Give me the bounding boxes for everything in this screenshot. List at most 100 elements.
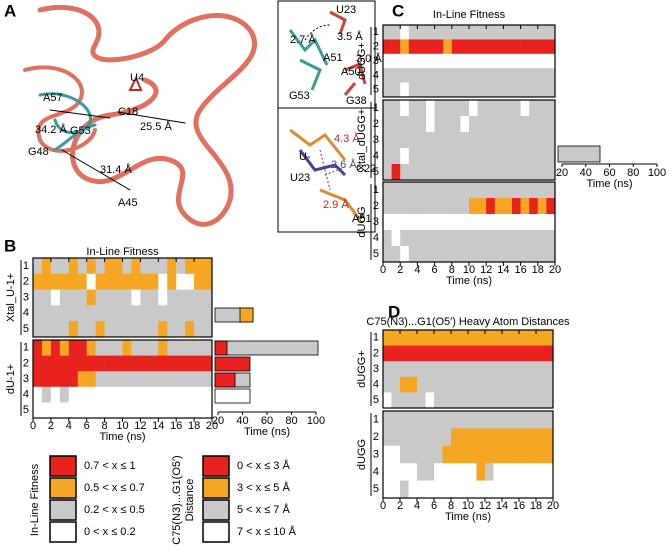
heatmap-cell <box>494 214 504 231</box>
heatmap-cell <box>185 305 195 322</box>
heatmap-cell <box>468 392 477 409</box>
heatmap-cell <box>131 305 141 322</box>
heatmap-cell <box>104 258 114 275</box>
heatmap-cell <box>434 53 444 69</box>
heatmap-cell <box>476 445 486 464</box>
heatmap-cell <box>486 230 496 247</box>
heatmap-cell <box>33 402 43 419</box>
heatmap-cell <box>494 53 504 69</box>
block-label: dUGG+ <box>356 42 368 80</box>
heatmap-cell <box>149 289 159 306</box>
heatmap-cell <box>529 164 539 181</box>
heatmap-cell <box>425 330 435 346</box>
heatmap-cell <box>476 361 486 378</box>
x-tick-label: 6 <box>84 420 90 432</box>
heatmap-cell <box>503 148 513 165</box>
heatmap-cell <box>443 116 453 133</box>
heatmap-cell <box>417 361 426 378</box>
heatmap-cell <box>512 116 521 133</box>
heatmap-cell <box>194 321 204 338</box>
heatmap-cell <box>167 355 177 372</box>
panel-label: A <box>4 1 16 20</box>
inset-label: 2.6 Å <box>331 158 357 171</box>
heatmap-cell <box>131 355 141 372</box>
heatmap-cell <box>383 445 392 464</box>
legend-swatch <box>202 521 230 543</box>
heatmap-cell <box>158 371 168 388</box>
heatmap-cell <box>194 355 204 372</box>
heatmap-cell <box>451 330 460 346</box>
heatmap-cell <box>33 371 43 388</box>
heatmap-cell <box>494 148 504 165</box>
heatmap-cell <box>443 132 453 149</box>
heatmap-cell <box>425 392 435 409</box>
heatmap-cell <box>391 246 401 263</box>
heatmap-cell <box>59 321 70 338</box>
heatmap-cell <box>95 402 105 419</box>
heatmap-cell <box>442 463 452 481</box>
heatmap-cell <box>493 445 503 464</box>
heatmap-cell <box>529 116 539 133</box>
heatmap-cell <box>502 361 511 378</box>
heatmap-cell <box>417 39 427 55</box>
heatmap-cell <box>459 445 469 464</box>
heatmap-cell <box>494 116 504 133</box>
legend-swatch <box>202 477 230 499</box>
heatmap-cell <box>494 246 504 263</box>
inset-label: 2.7 Å <box>290 33 316 46</box>
heatmap-cell <box>536 376 545 393</box>
heatmap-cell <box>59 289 70 306</box>
heatmap-cell <box>502 345 511 362</box>
heatmap-cell <box>203 273 213 290</box>
heatmap-cell <box>546 132 556 149</box>
legend-swatch <box>49 455 77 477</box>
block-label: Xtal_dUGG+ <box>356 109 368 172</box>
heatmap-cell <box>443 53 453 69</box>
structure-label: 34.2 Å <box>35 123 67 136</box>
heatmap-cell <box>519 445 528 464</box>
row-label: 1 <box>373 184 379 196</box>
heatmap-cell <box>527 330 537 346</box>
heatmap-cell <box>494 230 504 247</box>
inset-label: G53 <box>289 90 310 102</box>
heatmap-cell <box>442 411 452 429</box>
heatmap-cell <box>451 164 461 181</box>
heatmap-cell <box>383 463 392 481</box>
heatmap-cell <box>400 100 410 117</box>
heatmap-cell <box>477 148 487 165</box>
heatmap-cell <box>158 289 168 306</box>
heatmap-cell <box>158 355 168 372</box>
heatmap-cell <box>460 246 470 263</box>
heatmap-cell <box>460 182 470 199</box>
heatmap-cell <box>426 53 435 69</box>
heatmap-cell <box>512 82 521 98</box>
heatmap-cell <box>41 321 52 338</box>
heatmap-cell <box>167 340 177 356</box>
heatmap-cell <box>77 273 87 290</box>
inset-tick-label: 80 <box>627 167 639 179</box>
heatmap-cell <box>426 68 435 83</box>
heatmap-cell <box>77 289 87 306</box>
heatmap-cell <box>503 25 513 40</box>
heatmap-cell <box>86 258 96 275</box>
heatmap-cell <box>546 68 556 83</box>
heatmap-cell <box>468 330 477 346</box>
heatmap-cell <box>113 321 123 338</box>
inset-tick-label: 20 <box>556 167 568 179</box>
heatmap-cell <box>434 198 444 215</box>
heatmap-cell <box>512 164 521 181</box>
heatmap-cell <box>451 198 461 215</box>
heatmap-cell <box>400 376 409 393</box>
heatmap-cell <box>529 25 539 40</box>
heatmap-cell <box>400 230 410 247</box>
heatmap-cell <box>408 82 418 98</box>
heatmap-cell <box>113 289 123 306</box>
heatmap-cell <box>383 230 392 247</box>
heatmap-cell <box>185 321 195 338</box>
heatmap-cell <box>459 411 469 429</box>
heatmap-cell <box>476 376 486 393</box>
heatmap-cell <box>104 355 114 372</box>
inset-tick-label: 40 <box>580 167 592 179</box>
heatmap-cell <box>68 321 79 338</box>
structure-label: A45 <box>118 197 138 209</box>
